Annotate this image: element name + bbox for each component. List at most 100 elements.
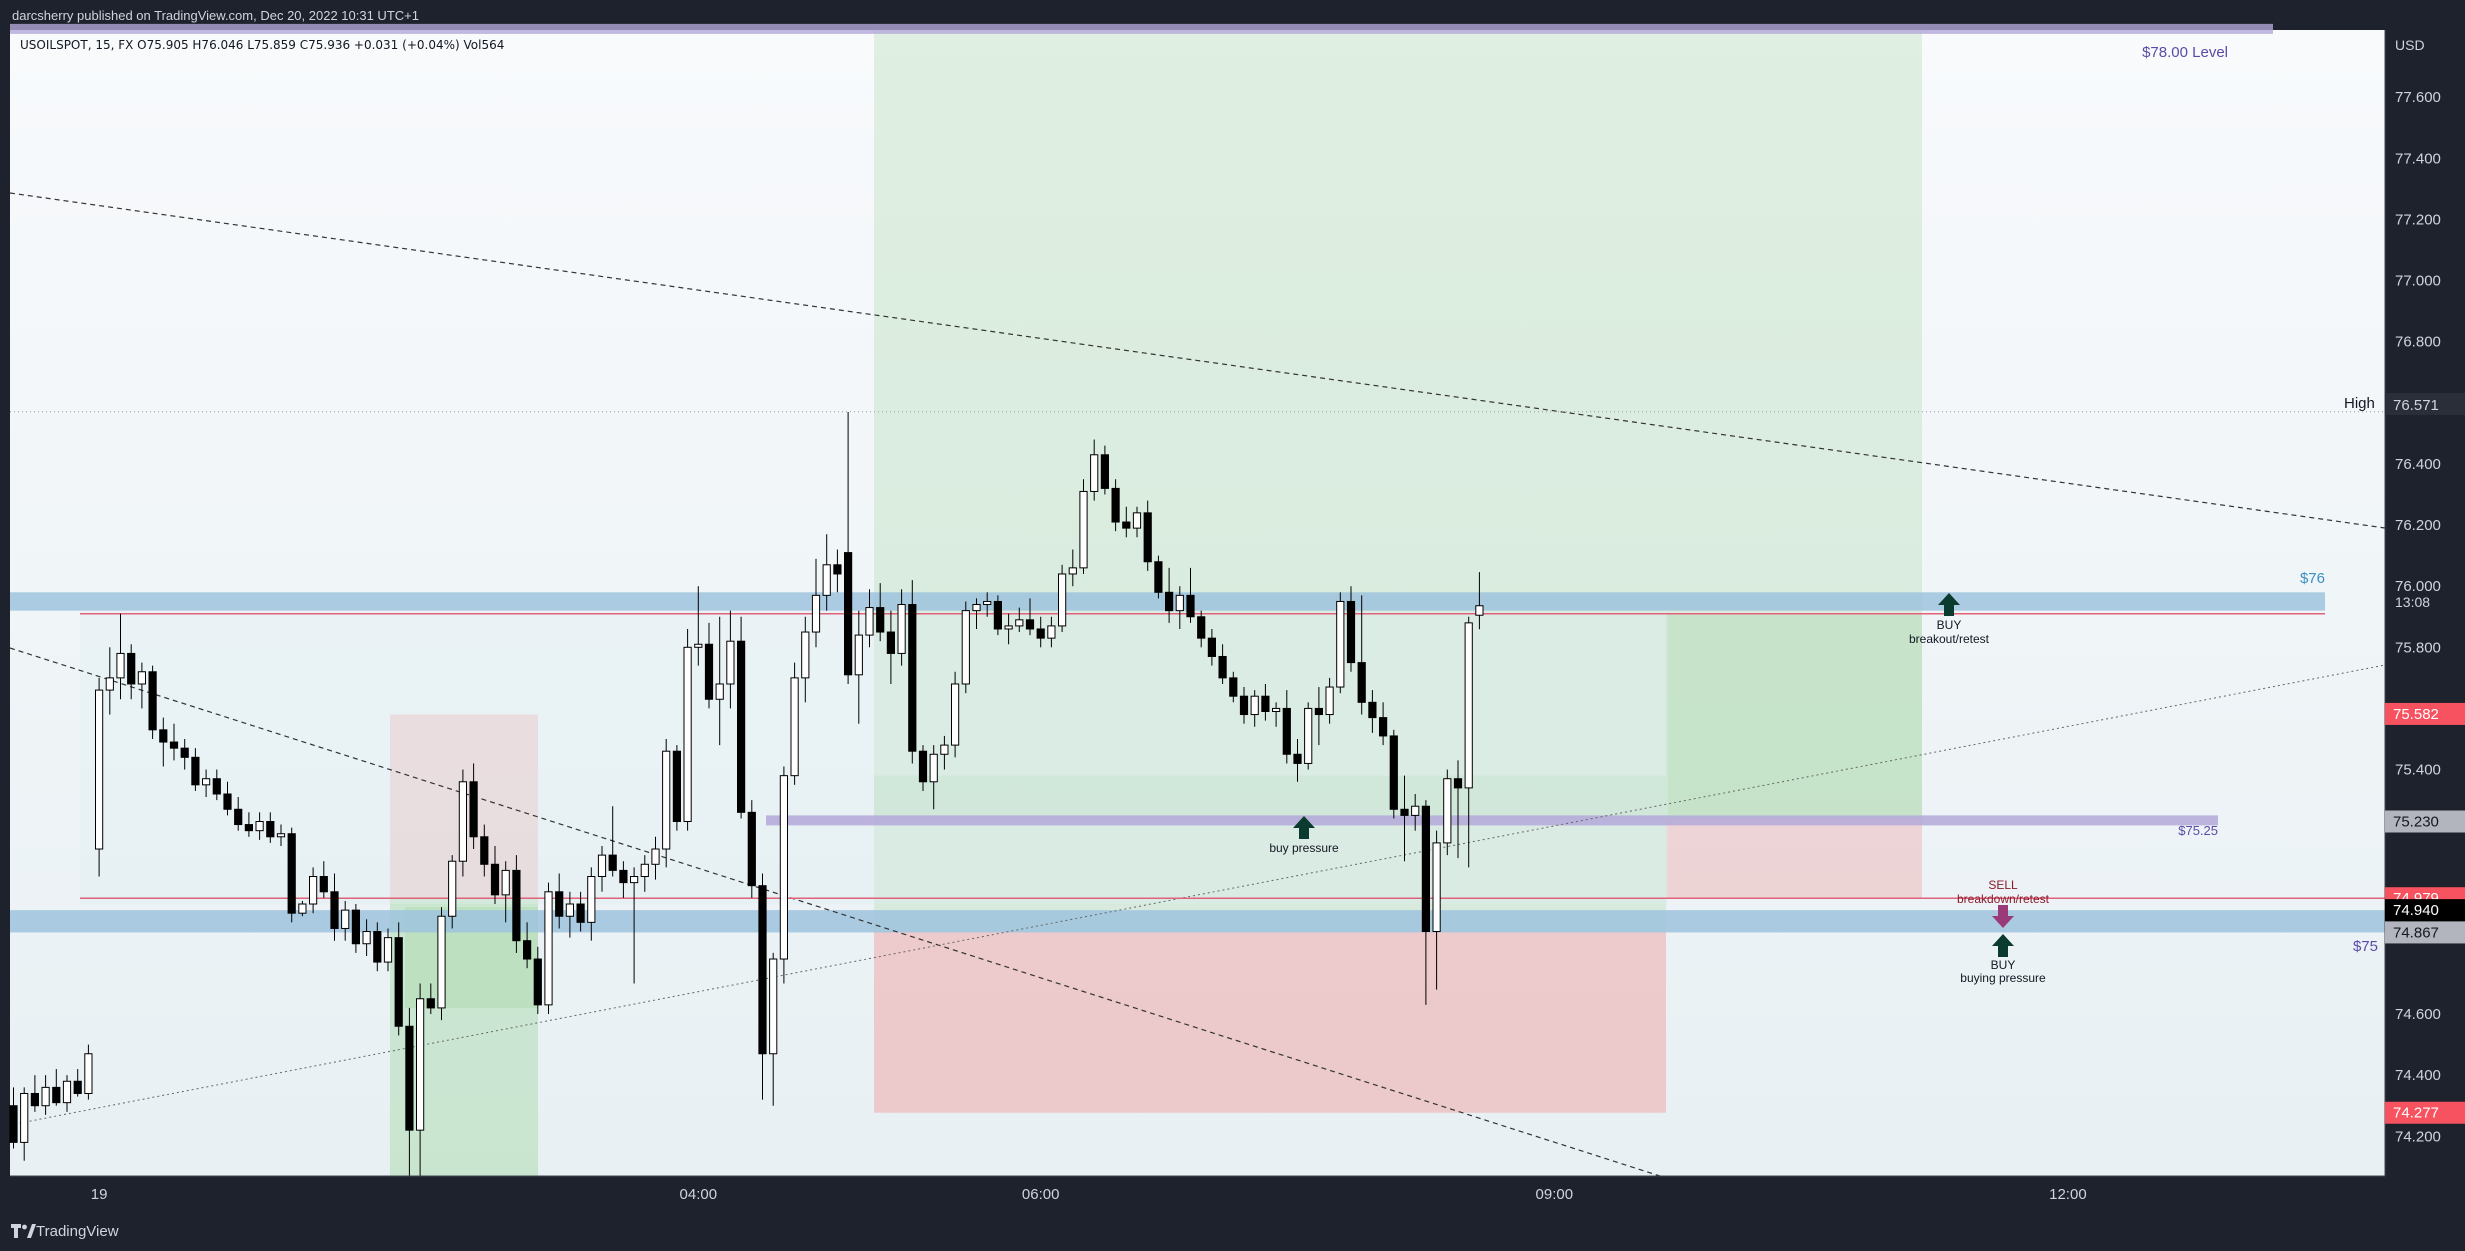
price-tick: 74.600 xyxy=(2395,1006,2441,1023)
up-arrow-icon xyxy=(1938,593,1960,616)
buying-pressure-sub: buying pressure xyxy=(1960,971,2046,985)
level-75-label: $75 xyxy=(2353,938,2378,955)
price-marker-badge xyxy=(2385,702,2465,725)
price-tick: 76.800 xyxy=(2395,334,2441,351)
candle-body xyxy=(426,998,435,1009)
candle-body xyxy=(191,756,200,786)
buying-pressure-annotation: BUY buying pressure xyxy=(1960,934,2046,985)
candle-body xyxy=(309,876,318,905)
candle-body xyxy=(480,836,489,865)
candle-body xyxy=(1207,637,1217,657)
candle-body xyxy=(597,854,607,878)
candle-body xyxy=(983,600,992,606)
candle-body xyxy=(1218,655,1227,679)
annotations-layer: $78.00 Level $76 $75.25 $75 BUY breakout… xyxy=(1269,44,2378,985)
candle-body xyxy=(1464,622,1473,789)
candle-body xyxy=(844,552,853,676)
candle-body xyxy=(769,958,778,1055)
candle-body xyxy=(523,940,532,960)
candle-body xyxy=(30,1092,39,1107)
price-marker-badge xyxy=(2385,899,2465,922)
candle-body xyxy=(886,631,895,654)
candle-body xyxy=(41,1086,50,1107)
candle-body xyxy=(1058,573,1067,627)
countdown-label: 13:08 xyxy=(2395,594,2430,610)
price-marker-badge xyxy=(2385,921,2465,944)
downtrend-line xyxy=(9,647,1661,1177)
sell-sub: breakdown/retest xyxy=(1957,892,2050,906)
buy-breakout-annotation: BUY breakout/retest xyxy=(1909,593,1990,646)
price-axis[interactable] xyxy=(2385,30,2465,1176)
price-tick: 74.400 xyxy=(2395,1067,2441,1084)
candle-body xyxy=(929,753,938,783)
candle-body xyxy=(1411,805,1420,816)
chart-area[interactable]: $78.00 Level $76 $75.25 $75 BUY breakout… xyxy=(0,0,2465,1211)
candle-body xyxy=(95,689,104,850)
price-marker-value: 74.867 xyxy=(2393,924,2439,941)
price-tick: 76.400 xyxy=(2395,456,2441,473)
candle-body xyxy=(394,937,403,1027)
candle-body xyxy=(565,903,574,917)
price-marker-value: 75.582 xyxy=(2393,706,2439,723)
candle-body xyxy=(544,891,553,1006)
candle-body xyxy=(116,652,125,679)
time-axis[interactable] xyxy=(10,1176,2385,1211)
sell-annotation: SELL breakdown/retest xyxy=(1957,878,2050,928)
price-marker-value: 74.940 xyxy=(2393,902,2439,919)
candle-body xyxy=(1186,594,1195,618)
price-chart[interactable]: $78.00 Level $76 $75.25 $75 BUY breakout… xyxy=(0,0,2465,1211)
candle-body xyxy=(865,607,874,636)
candle-body xyxy=(1336,600,1345,688)
candle-body xyxy=(383,937,393,963)
up-arrow-icon xyxy=(1293,816,1315,839)
high-value: 76.571 xyxy=(2393,397,2439,414)
price-tick: 77.400 xyxy=(2395,150,2441,167)
candle-body xyxy=(9,1105,18,1143)
time-tick: 12:00 xyxy=(2049,1186,2087,1203)
candle-body xyxy=(1325,686,1334,716)
candle-body xyxy=(1453,778,1463,789)
candle-body xyxy=(52,1086,61,1104)
candle-body xyxy=(1272,707,1281,712)
candle-body xyxy=(1154,561,1163,593)
candle-body xyxy=(148,671,157,731)
candle-body xyxy=(1143,512,1152,563)
buy-breakout-title: BUY xyxy=(1937,618,1962,632)
candle-body xyxy=(137,671,147,685)
candle-body xyxy=(180,747,189,758)
time-tick: 09:00 xyxy=(1536,1186,1574,1203)
candle-body xyxy=(704,643,714,700)
price-tick: 75.400 xyxy=(2395,762,2441,779)
candle-body xyxy=(533,958,542,1006)
candle-body xyxy=(1229,677,1238,697)
candle-body xyxy=(1421,805,1431,933)
candle-body xyxy=(993,600,1002,630)
candle-body xyxy=(801,631,810,679)
candle-body xyxy=(1036,628,1045,639)
candle-body xyxy=(1004,625,1013,630)
price-tick: 76.200 xyxy=(2395,517,2441,534)
high-marker: High 76.571 xyxy=(2344,393,2465,415)
candle-body xyxy=(1047,625,1056,639)
candle-body xyxy=(1443,778,1452,844)
shaded-zone xyxy=(874,775,1666,932)
sell-title: SELL xyxy=(1988,878,2018,892)
candle-body xyxy=(715,683,724,700)
candle-body xyxy=(1346,600,1356,664)
long-target-zone xyxy=(874,30,1922,819)
lines-layer xyxy=(9,192,2386,1177)
level-7525-label: $75.25 xyxy=(2178,823,2218,838)
candle-body xyxy=(1122,521,1131,529)
candle-body xyxy=(1111,487,1120,523)
price-tick-labels: 77.600 77.400 77.200 77.000 76.800 76.400 76.2… xyxy=(2395,89,2441,1145)
countdown-marker: 13:08 xyxy=(2395,594,2430,610)
candle-body xyxy=(287,833,296,914)
candle-body xyxy=(448,860,457,917)
candle-body xyxy=(876,607,885,633)
candle-body xyxy=(1400,808,1409,816)
candle-body xyxy=(779,775,788,960)
footer-bar: TradingView xyxy=(0,1211,2465,1251)
candle-body xyxy=(437,915,446,1009)
candle-body xyxy=(1250,695,1259,716)
buy-pressure-label: buy pressure xyxy=(1269,841,1339,855)
